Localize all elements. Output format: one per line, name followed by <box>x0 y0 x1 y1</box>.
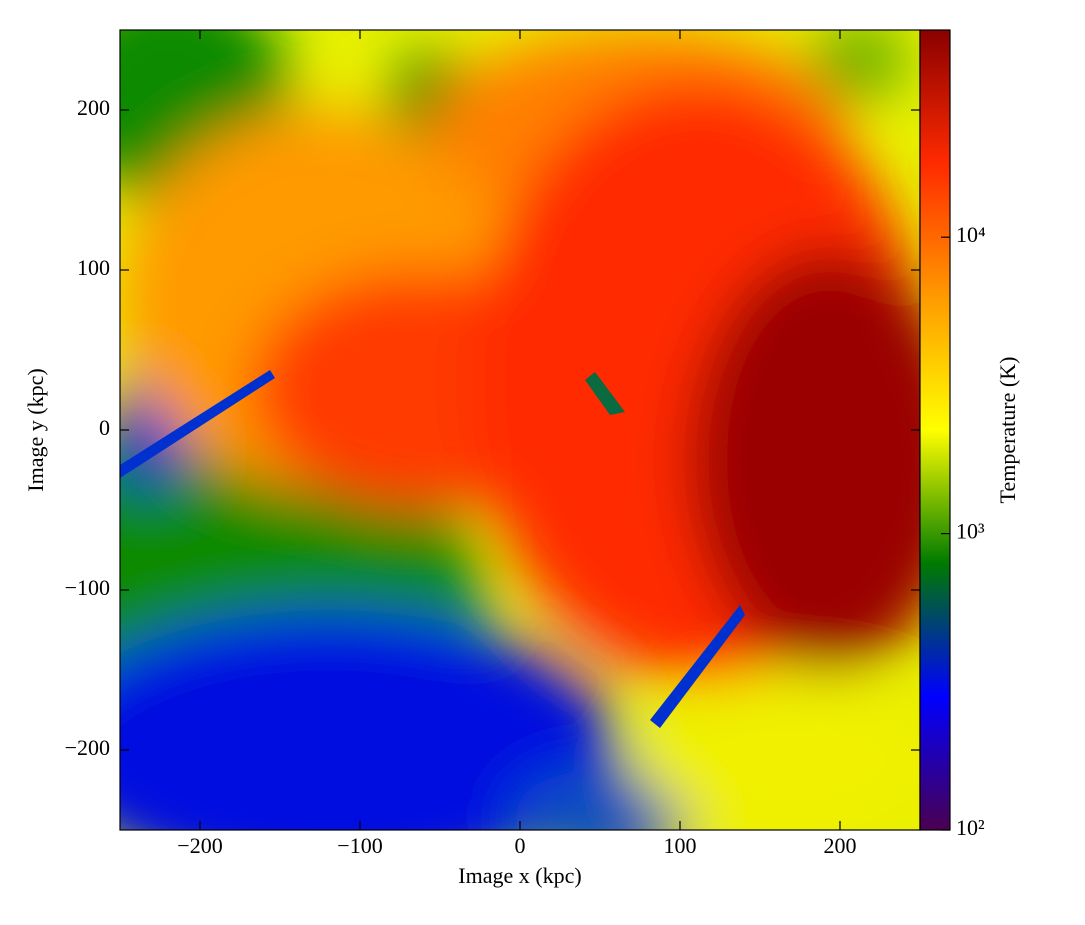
y-tick-label: 0 <box>99 415 110 440</box>
y-tick-label: −200 <box>65 735 110 760</box>
heatmap-field <box>120 30 920 830</box>
colorbar-tick-label: 10² <box>956 815 985 840</box>
colorbar <box>919 29 951 831</box>
y-tick-label: −100 <box>65 575 110 600</box>
colorbar-tick-label: 10³ <box>956 519 985 544</box>
x-axis-label: Image x (kpc) <box>458 863 581 888</box>
y-tick-label: 100 <box>77 255 110 280</box>
colorbar-tick-label: 10⁴ <box>956 222 986 247</box>
y-tick-label: 200 <box>77 95 110 120</box>
x-tick-label: 0 <box>515 833 526 858</box>
colorbar-label: Temperature (K) <box>995 357 1020 504</box>
x-tick-label: 200 <box>824 833 857 858</box>
y-axis-label: Image y (kpc) <box>23 368 48 491</box>
x-tick-label: −100 <box>337 833 382 858</box>
x-tick-label: 100 <box>664 833 697 858</box>
x-tick-label: −200 <box>177 833 222 858</box>
